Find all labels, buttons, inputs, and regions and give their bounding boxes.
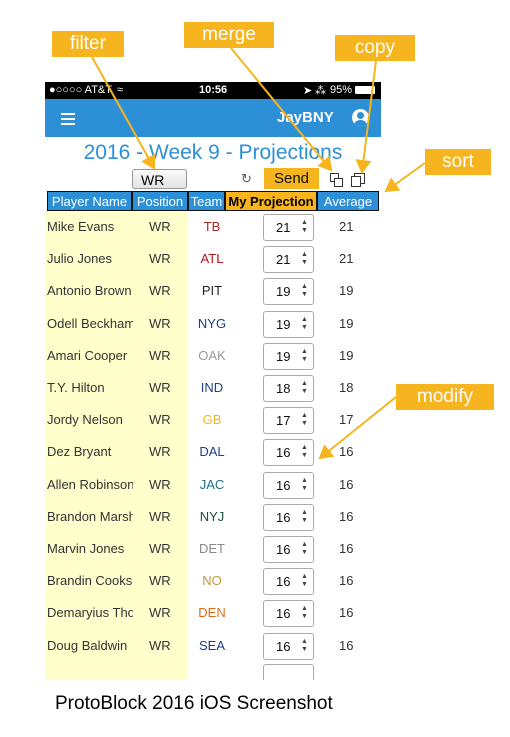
- modify-arrow: [320, 397, 396, 458]
- merge-arrow: [231, 48, 331, 170]
- copy-arrow: [362, 61, 376, 172]
- sort-arrow: [386, 163, 425, 191]
- filter-arrow: [92, 57, 154, 168]
